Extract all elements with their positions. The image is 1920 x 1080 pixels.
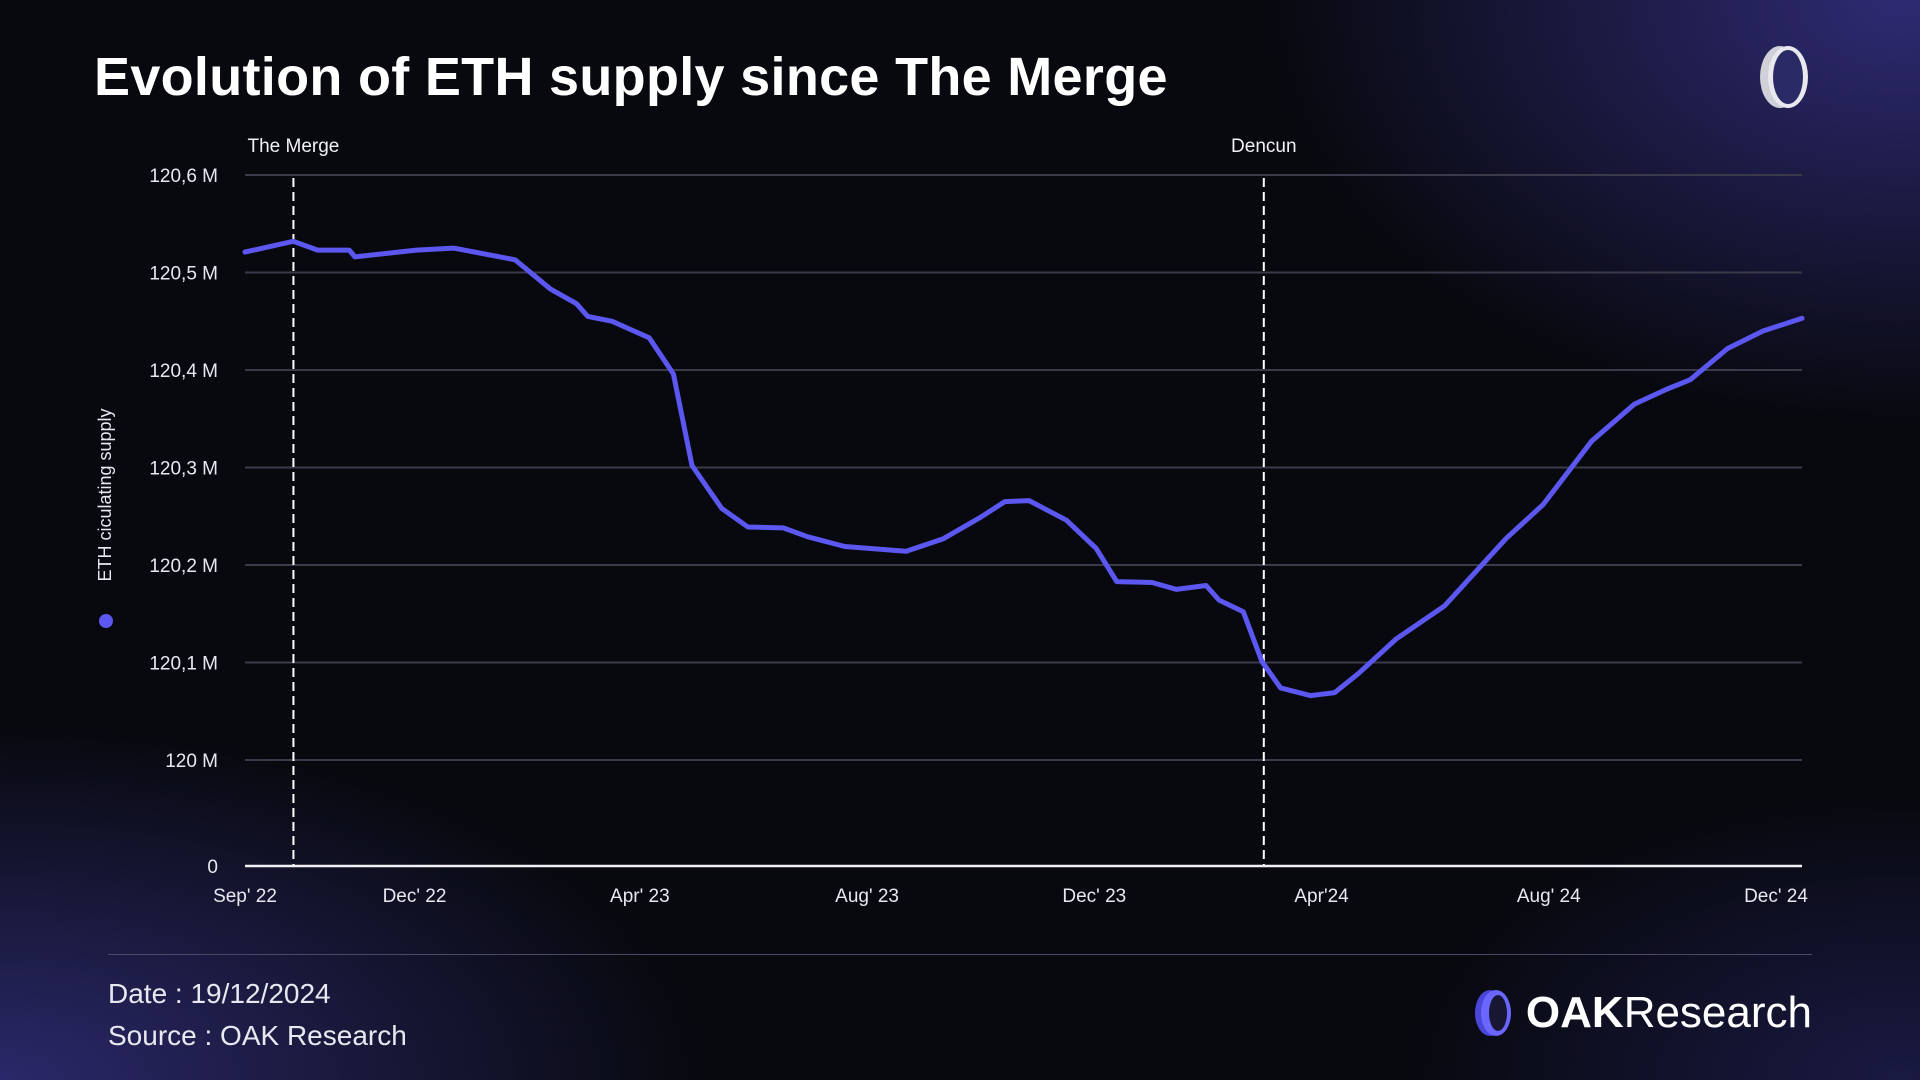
event-label: The Merge [247, 136, 339, 157]
footer-divider [108, 954, 1812, 955]
x-tick-label: Dec' 24 [1744, 886, 1808, 907]
y-tick-label: 120,5 M [149, 264, 218, 285]
oak-logo-icon [1756, 44, 1812, 115]
x-tick-label: Sep' 22 [213, 886, 277, 907]
x-tick-label: Dec' 22 [383, 886, 447, 907]
x-tick-label: Apr'24 [1294, 886, 1349, 907]
x-tick-label: Aug' 24 [1517, 886, 1581, 907]
chart-title: Evolution of ETH supply since The Merge [94, 47, 1168, 107]
footer-date: Date : 19/12/2024 [108, 978, 331, 1009]
x-tick-label: Apr' 23 [610, 886, 670, 907]
x-tick-label: Dec' 23 [1062, 886, 1126, 907]
brand-logo: OAKResearch [1472, 988, 1812, 1038]
supply-line [242, 238, 1805, 699]
oak-brand-icon [1474, 990, 1511, 1036]
brand-name-bold: OAK [1525, 988, 1624, 1037]
y-tick-label: 120,3 M [149, 459, 218, 480]
event-label: Dencun [1231, 136, 1297, 157]
footer-source: Source : OAK Research [108, 1020, 407, 1051]
y-tick-label: 120,1 M [149, 654, 218, 675]
y-tick-label: 120,4 M [149, 361, 218, 382]
y-tick-label: 0 [207, 857, 218, 878]
legend-marker [99, 614, 113, 628]
x-tick-label: Aug' 23 [835, 886, 899, 907]
y-tick-label: 120,6 M [149, 166, 218, 187]
y-tick-label: 120 M [165, 751, 218, 772]
y-tick-label: 120,2 M [149, 556, 218, 577]
y-axis-label: ETH ciculating supply [95, 408, 115, 581]
brand-name-rest: Research [1623, 988, 1812, 1037]
